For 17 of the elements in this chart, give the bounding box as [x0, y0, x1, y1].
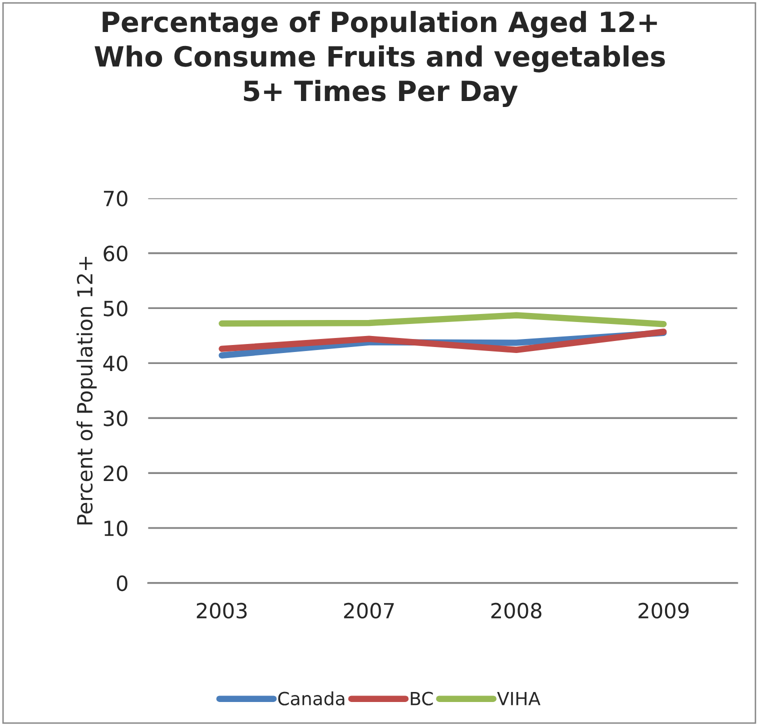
y-tick-label: 20 [104, 465, 128, 482]
y-tick-label: 40 [103, 356, 128, 372]
chart-title: Percentage of Population Aged 12+ Who Consume Fruits and vegetables 5+ Times Per Day [94, 10, 665, 107]
y-tick-label: 30 [104, 410, 128, 426]
y-tick-label: 10 [104, 520, 128, 536]
y-tick-label: 0 [116, 575, 128, 592]
x-tick-label: 2007 [344, 602, 394, 619]
x-tick-label: 2003 [196, 602, 247, 619]
legend-label: BC [410, 692, 433, 706]
y-axis-title: Percent of Population 12+ [76, 256, 97, 524]
y-tick-label: 50 [104, 300, 128, 316]
y-tick-label: 70 [104, 190, 128, 206]
y-tick-label: 60 [104, 246, 128, 262]
x-tick-label: 2008 [491, 602, 542, 619]
legend-label: VIHA [497, 692, 540, 706]
x-tick-label: 2009 [638, 602, 689, 619]
legend-label: Canada [278, 691, 344, 706]
